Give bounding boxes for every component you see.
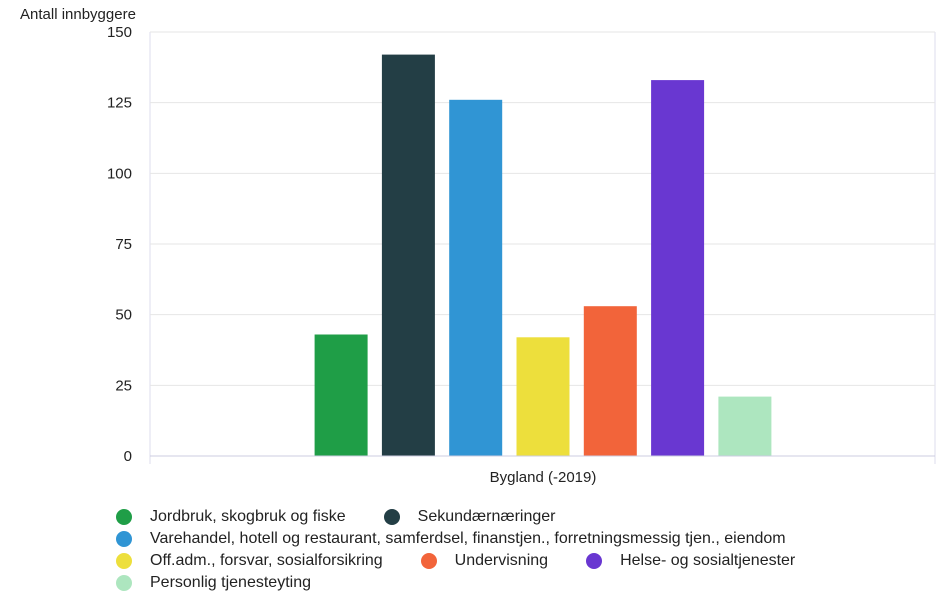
legend-label: Varehandel, hotell og restaurant, samfer… xyxy=(150,530,786,547)
legend: Jordbruk, skogbruk og fiske Sekundærnæri… xyxy=(116,506,916,594)
legend-row: Varehandel, hotell og restaurant, samfer… xyxy=(116,528,916,550)
legend-dot-icon xyxy=(586,553,603,569)
legend-item-jordbruk[interactable]: Jordbruk, skogbruk og fiske xyxy=(116,508,346,526)
legend-label: Off.adm., forsvar, sosialforsikring xyxy=(150,552,383,569)
y-tick-label: 25 xyxy=(115,377,132,394)
legend-dot-icon xyxy=(116,531,132,547)
legend-dot-icon xyxy=(383,509,400,525)
legend-label: Jordbruk, skogbruk og fiske xyxy=(150,508,346,525)
y-tick-label: 150 xyxy=(107,24,132,41)
bar[interactable] xyxy=(314,334,368,457)
y-axis-ticks: 0 25 50 75 100 125 150 xyxy=(107,24,132,465)
legend-dot-icon xyxy=(116,509,132,525)
legend-dot-icon xyxy=(116,575,132,591)
legend-label: Undervisning xyxy=(454,552,549,569)
y-tick-label: 100 xyxy=(107,165,132,182)
legend-item-personlig[interactable]: Personlig tjenesteyting xyxy=(116,574,311,592)
legend-item-offadm[interactable]: Off.adm., forsvar, sosialforsikring xyxy=(116,552,383,570)
legend-label: Helse- og sosialtjenester xyxy=(620,552,796,569)
bars xyxy=(314,54,772,457)
y-tick-label: 75 xyxy=(115,236,132,253)
legend-row: Jordbruk, skogbruk og fiske Sekundærnæri… xyxy=(116,506,916,528)
legend-item-undervisning[interactable]: Undervisning xyxy=(420,552,549,570)
legend-item-helse[interactable]: Helse- og sosialtjenester xyxy=(586,552,795,570)
legend-item-varehandel[interactable]: Varehandel, hotell og restaurant, samfer… xyxy=(116,530,786,548)
legend-row: Personlig tjenesteyting xyxy=(116,572,916,594)
y-tick-label: 125 xyxy=(107,95,132,112)
bar-chart: Antall innbyggere 0 25 50 75 100 125 150 Bygla… xyxy=(20,6,936,486)
x-axis-category-label: Bygland (-2019) xyxy=(490,469,597,486)
legend-dot-icon xyxy=(116,553,132,569)
legend-row: Off.adm., forsvar, sosialforsikring Unde… xyxy=(116,550,916,572)
bar[interactable] xyxy=(449,99,503,457)
legend-label: Personlig tjenesteyting xyxy=(150,574,311,591)
bar[interactable] xyxy=(718,396,772,456)
y-tick-label: 50 xyxy=(115,307,132,324)
bar[interactable] xyxy=(516,337,570,456)
legend-dot-icon xyxy=(420,553,437,569)
bar[interactable] xyxy=(651,80,705,456)
bar[interactable] xyxy=(583,306,637,456)
bar[interactable] xyxy=(381,54,435,456)
legend-label: Sekundærnæringer xyxy=(417,508,556,525)
y-axis-label: Antall innbyggere xyxy=(20,6,136,23)
y-tick-label: 0 xyxy=(124,448,132,465)
legend-item-sekundaer[interactable]: Sekundærnæringer xyxy=(383,508,556,526)
